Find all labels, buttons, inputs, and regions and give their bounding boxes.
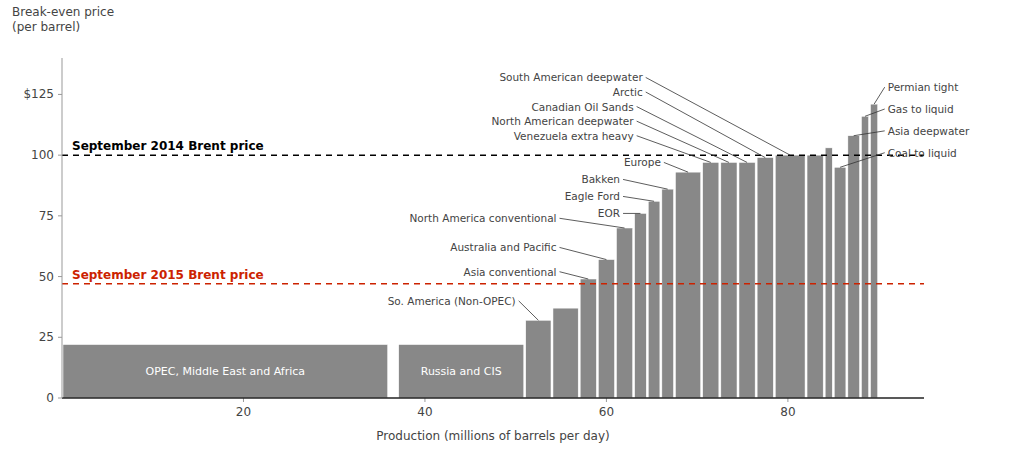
bar (834, 167, 846, 398)
y-tick-label: 25 (39, 330, 54, 344)
y-tick (58, 337, 62, 338)
reference-line (62, 154, 924, 156)
annotation: Eagle Ford (565, 190, 620, 202)
bar (871, 104, 878, 398)
annotation-leader (560, 218, 625, 228)
annotation: Venezuela extra heavy (514, 130, 634, 142)
annotation-leader (623, 196, 654, 201)
x-axis-line (62, 397, 924, 399)
reference-label: September 2015 Brent price (72, 268, 264, 282)
bar (848, 136, 860, 398)
annotation: Asia conventional (464, 266, 557, 278)
annotation: Canadian Oil Sands (531, 101, 633, 113)
annotation-leader (560, 272, 589, 279)
bar (739, 162, 755, 398)
y-axis-line (62, 58, 63, 398)
annotation-leader (865, 109, 885, 116)
y-tick-label: 50 (39, 270, 54, 284)
x-tick-label: 40 (417, 405, 432, 419)
annotation: So. America (Non-OPEC) (388, 295, 516, 307)
annotation: EOR (598, 207, 620, 219)
bar (825, 148, 832, 398)
x-tick-label: 20 (236, 405, 251, 419)
y-tick (58, 94, 62, 95)
bar-label: OPEC, Middle East and Africa (146, 365, 306, 378)
bar (807, 155, 823, 398)
annotation-leader (637, 107, 747, 163)
annotation-leader (519, 301, 539, 320)
bar (703, 162, 719, 398)
annotation: Permian tight (888, 81, 959, 93)
bar (648, 201, 660, 398)
x-tick-label: 60 (599, 405, 614, 419)
annotation: Gas to liquid (888, 103, 954, 115)
annotation-leader (664, 162, 688, 172)
y-tick-label: 0 (46, 391, 54, 405)
annotation: Europe (624, 156, 661, 168)
annotation: Bakken (581, 173, 620, 185)
y-tick (58, 155, 62, 156)
y-axis-label: Break-even price(per barrel) (12, 5, 114, 34)
reference-label: September 2014 Brent price (72, 139, 264, 153)
annotation-leader (646, 92, 765, 158)
bar (757, 158, 773, 398)
bar (675, 172, 700, 398)
chart: 0 25 50 75 100 $125 20 40 60 80 OPEC, Middle East … (0, 0, 1024, 450)
bar (721, 162, 737, 398)
bar-label: Russia and CIS (421, 365, 502, 378)
annotation-leader (854, 131, 885, 136)
bar (526, 320, 551, 398)
annotation-leader (637, 121, 729, 162)
y-tick (58, 215, 62, 216)
bar (553, 308, 578, 398)
y-axis-label-line: Break-even price (12, 5, 114, 19)
annotation: Arctic (613, 86, 643, 98)
annotation: Asia deepwater (888, 125, 970, 137)
annotation-leader (623, 179, 668, 189)
y-tick (58, 398, 62, 399)
bar (598, 260, 614, 398)
bar (399, 345, 524, 398)
annotation-leader (646, 77, 790, 155)
bar (635, 213, 647, 398)
annotation-leader (840, 153, 885, 168)
y-tick (58, 276, 62, 277)
annotation-leader (560, 247, 607, 259)
reference-line (62, 283, 924, 285)
y-tick-label: $125 (23, 87, 54, 101)
annotation: North America conventional (410, 212, 557, 224)
bar (662, 189, 674, 398)
annotation: North American deepwater (491, 115, 634, 127)
bar (616, 228, 632, 398)
x-tick-label: 80 (780, 405, 795, 419)
y-tick-label: 100 (31, 148, 54, 162)
bars (62, 104, 924, 398)
annotation-leader (874, 87, 885, 104)
annotation: Coal to liquid (888, 147, 957, 159)
annotation-leader (623, 213, 640, 214)
annotation: Australia and Pacific (450, 241, 556, 253)
bar (63, 345, 388, 398)
annotation: South American deepwater (499, 71, 643, 83)
bar (580, 279, 596, 398)
y-axis-label-line: (per barrel) (12, 20, 80, 34)
bar (775, 155, 805, 398)
x-axis-label: Production (millions of barrels per day) (376, 429, 609, 443)
y-tick-label: 75 (39, 209, 54, 223)
